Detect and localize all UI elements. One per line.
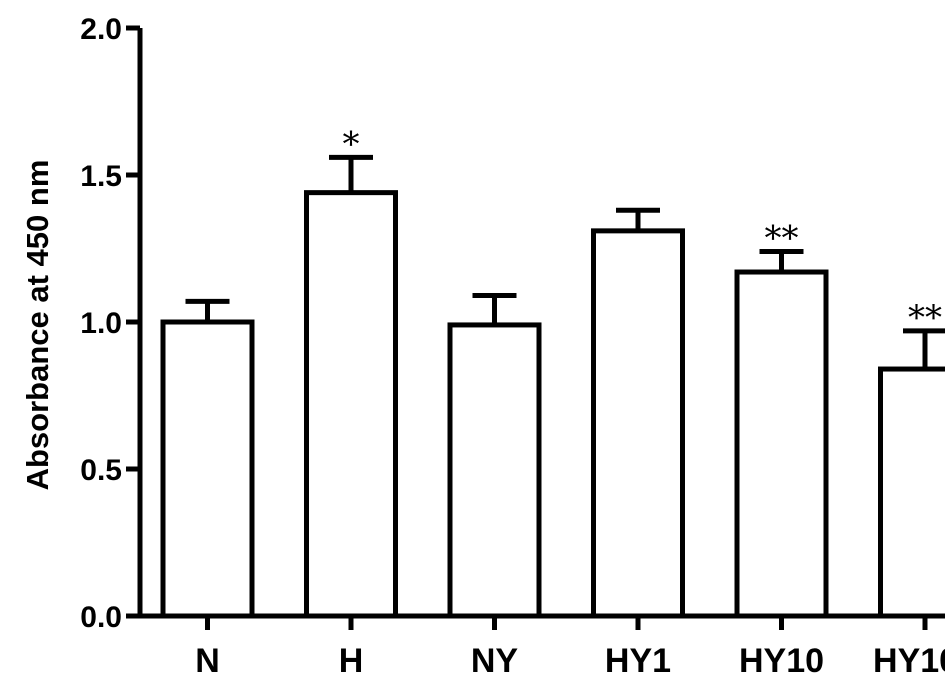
bar-HY1 [591,228,685,619]
y-tick-label-4: 2.0 [80,13,122,46]
plot-area: 0.0 0.5 1.0 1.5 2.0 N H * NY HY1 HY10 ** HY100 ** [80,13,945,680]
significance-HY10: ** [765,218,799,258]
bar-NY [447,322,542,619]
y-axis-label: Absorbance at 450 nm [20,160,55,491]
y-tick-label-3: 1.5 [80,160,122,193]
bar-HY100 [878,366,945,619]
significance-H: * [343,124,360,164]
x-tick-label-NY: NY [471,642,519,680]
y-tick-label-1: 0.5 [80,454,122,487]
y-tick-label-2: 1.0 [80,307,122,340]
x-tick-label-HY1: HY1 [605,642,671,680]
x-tick-label-HY10: HY10 [739,642,824,680]
x-tick-label-HY100: HY100 [873,642,945,680]
x-tick-label-N: N [195,642,220,680]
bar-HY10 [734,269,829,619]
x-tick-label-H: H [339,642,364,680]
significance-HY100: ** [908,298,942,338]
bar-H [304,190,398,619]
y-tick-label-0: 0.0 [80,601,122,634]
bar-N [160,319,255,619]
